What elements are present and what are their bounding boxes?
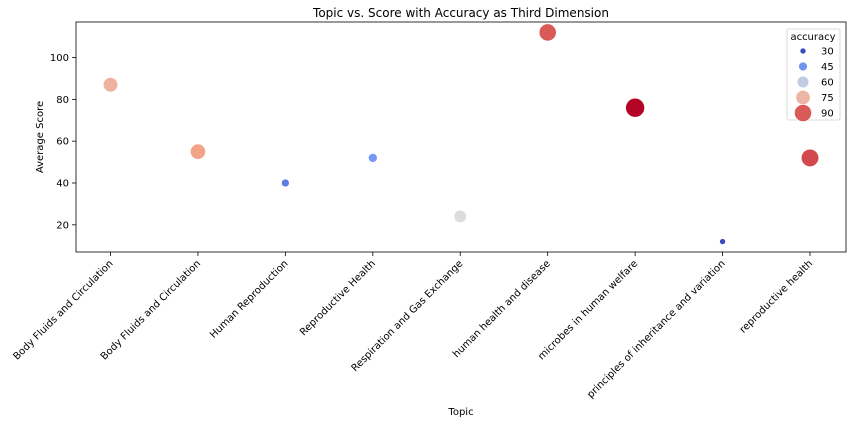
data-point — [625, 97, 645, 118]
x-tick-label: Body Fluids and Circulation — [11, 258, 115, 362]
y-tick-label: 100 — [50, 53, 69, 64]
legend-title: accuracy — [790, 32, 835, 43]
legend-entries: 30 45 60 75 90 — [794, 47, 834, 122]
legend-marker — [795, 90, 811, 105]
data-point — [719, 238, 726, 245]
x-tick-label: Human Reproduction — [208, 258, 290, 340]
data-point — [102, 77, 119, 93]
x-tick-label: human health and disease — [451, 258, 553, 360]
legend-marker — [799, 47, 807, 55]
data-point — [368, 153, 378, 163]
data-point — [189, 143, 206, 160]
legend: accuracy 30 45 60 75 90 — [786, 28, 841, 122]
chart-title: Topic vs. Score with Accuracy as Third D… — [312, 6, 609, 20]
legend-label: 75 — [821, 93, 834, 104]
legend-label: 45 — [821, 62, 834, 73]
legend-marker — [794, 104, 812, 122]
legend-label: 90 — [821, 109, 834, 120]
plot-area — [75, 21, 847, 253]
data-point — [800, 148, 820, 167]
legend-marker — [798, 61, 808, 72]
x-tick-label: principles of inheritance and variation — [585, 258, 727, 400]
y-axis-label: Average Score — [35, 101, 46, 173]
legend-label: 30 — [821, 47, 834, 58]
y-tick-label: 80 — [56, 95, 69, 106]
legend-marker — [796, 75, 810, 89]
data-points — [102, 23, 820, 245]
data-point — [538, 23, 557, 42]
x-tick-label: reproductive health — [738, 258, 815, 335]
data-point — [281, 178, 290, 188]
y-axis: 20 40 60 80 100 — [50, 53, 76, 231]
y-tick-label: 60 — [56, 137, 69, 148]
y-tick-label: 40 — [56, 179, 69, 190]
x-tick-label: microbes in human welfare — [536, 258, 640, 362]
x-tick-label: Body Fluids and Circulation — [99, 258, 203, 362]
data-point — [453, 209, 467, 224]
x-tick-label: Reproductive Health — [298, 258, 378, 338]
x-axis-label: Topic — [447, 407, 473, 418]
legend-label: 60 — [821, 78, 834, 89]
y-tick-label: 20 — [56, 220, 69, 231]
